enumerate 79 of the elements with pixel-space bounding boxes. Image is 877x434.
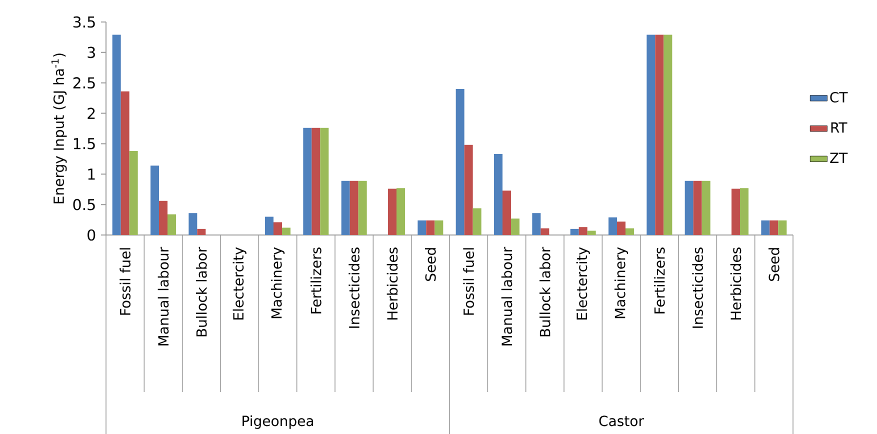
bar [188,213,198,235]
bar [472,208,482,235]
bar [150,166,160,235]
x-tick-label: Seed [425,248,436,281]
bar [418,220,426,235]
bar [778,220,787,235]
bar [626,228,634,235]
bar [617,222,626,235]
bar [388,188,397,235]
x-tick-label: Fossil fuel [463,248,474,315]
bar [578,227,588,235]
x-tick-label: Electercity [232,247,246,320]
bar [350,180,358,235]
text: Pigeonpea [242,415,314,429]
bar [511,218,520,235]
bar [120,91,130,235]
bar [655,34,664,235]
bar [664,34,672,235]
y-tick-label: 1.5 [74,138,95,150]
bar [684,180,694,235]
y-tick-label: 3 [88,46,95,58]
legend-label: CT [830,92,848,103]
bar [494,154,503,235]
bar [426,220,435,235]
bar [358,180,367,235]
bar [740,188,749,235]
y-tick-label: 1 [88,168,95,180]
bar [532,213,541,235]
bar [303,128,312,235]
bar [274,222,282,235]
bar [434,220,444,235]
bar [282,228,291,235]
x-tick-label: Manual labour [501,246,512,346]
text: Castor [599,416,644,426]
bar [702,180,710,235]
y-tick-label: 2 [88,108,95,119]
y-axis-title: Energy Input (GJ ha$^{-1}$) [51,54,67,204]
x-tick-label: Electercity [576,247,590,320]
x-tick-label: Herbicides [386,248,398,320]
bar [540,228,550,235]
bar [129,151,138,235]
bar [761,220,770,235]
bar [646,34,656,235]
x-tick-label: Fertilizers [654,248,665,314]
bar [587,230,596,235]
y-tick-label: 0 [88,229,96,241]
bar [456,88,464,235]
y-tick-label: 2.5 [73,77,95,89]
bar [112,34,121,235]
bar [570,228,579,235]
x-tick-label: Bullock labor [196,246,207,336]
y-tick-label: 0.5 [73,198,95,210]
x-tick-label: Herbicides [730,248,742,320]
y-tick-label: 3.5 [73,16,95,28]
bar [197,228,206,235]
x-tick-label: Machinery [270,247,285,318]
x-tick-label: Seed [768,248,780,281]
x-tick-label: Fossil fuel [120,248,131,315]
bar [168,214,176,235]
bar [502,190,512,235]
bar [770,220,778,235]
x-tick-label: Manual labour [158,246,169,346]
bar [312,128,320,235]
x-tick-label: Bullock labor [540,246,550,336]
bar [464,144,473,235]
bar [396,188,406,235]
x-tick-label: Insecticides [348,248,360,328]
x-tick-label: Fertilizers [310,248,322,314]
bar [159,200,168,235]
bar [341,180,350,235]
x-tick-label: Machinery [614,247,628,318]
bar [732,188,740,235]
bar [693,180,702,235]
bar [265,216,274,235]
bar [320,128,329,235]
legend-label: ZT [830,152,848,163]
x-tick-label: Insecticides [692,248,704,328]
bar [608,217,618,235]
legend-label: RT [831,122,848,133]
